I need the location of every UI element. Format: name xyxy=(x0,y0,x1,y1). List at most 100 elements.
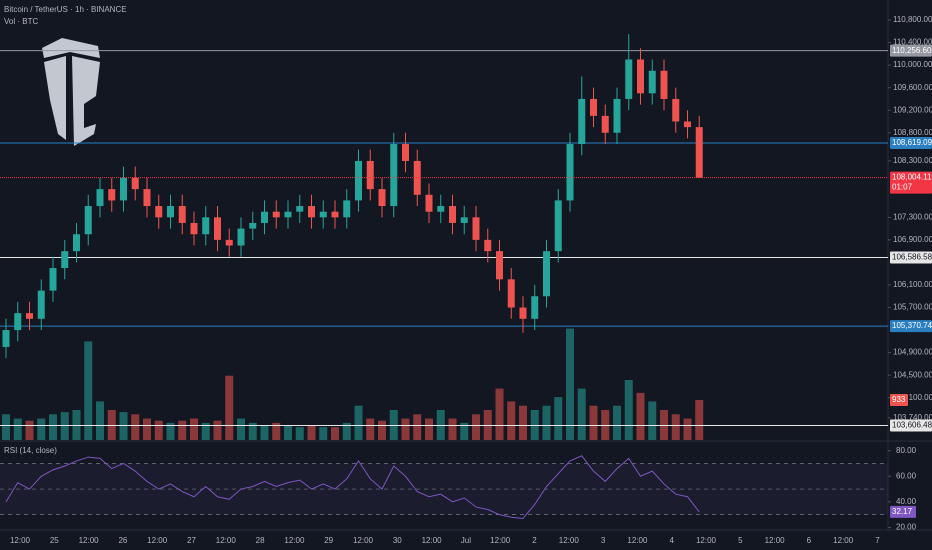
volume-bar xyxy=(190,418,198,440)
volume-bar xyxy=(237,418,245,440)
x-tick-label: 12:00 xyxy=(833,536,854,545)
candle-body xyxy=(566,144,574,201)
candle-body xyxy=(460,217,468,223)
volume-bar xyxy=(37,418,46,440)
candle-body xyxy=(14,313,22,331)
volume-bar xyxy=(295,427,304,440)
rsi-tick-label: 80.00 xyxy=(896,446,917,455)
level-label-box xyxy=(890,320,932,333)
y-tick-label: 103,740.00 xyxy=(893,413,932,422)
x-tick-label: 27 xyxy=(187,536,196,545)
candle-body xyxy=(543,251,550,297)
rsi-tick-label: 40.00 xyxy=(896,497,917,506)
volume-bar xyxy=(495,388,504,440)
volume-bar xyxy=(131,414,140,440)
candle-body xyxy=(531,296,539,319)
candle-body xyxy=(496,251,503,280)
y-tick-label: 104,500.00 xyxy=(893,370,932,379)
y-tick-label: 110,000.00 xyxy=(893,60,932,69)
last-price-label: 108,004.11 xyxy=(892,173,932,182)
logo xyxy=(42,38,100,146)
volume-bar xyxy=(319,427,328,440)
volume-bar xyxy=(366,418,375,440)
volume-bar xyxy=(671,414,680,440)
candle-body xyxy=(214,217,221,240)
volume-bar xyxy=(96,401,104,440)
candle-body xyxy=(472,217,480,240)
volume-bar xyxy=(624,380,633,440)
y-tick-label: 104,100.00 xyxy=(893,393,932,402)
volume-bar xyxy=(460,422,469,440)
x-tick-label: 12:00 xyxy=(353,536,374,545)
volume-bar xyxy=(49,414,57,440)
x-tick-label: 12:00 xyxy=(79,536,100,545)
volume-bar xyxy=(342,422,351,440)
y-tick-label: 106,900.00 xyxy=(893,235,932,244)
level-label-box xyxy=(890,136,932,149)
candle-body xyxy=(108,189,116,201)
y-tick-label: 107,300.00 xyxy=(893,212,932,221)
volume-bar xyxy=(354,405,363,440)
candle-body xyxy=(284,211,292,218)
candle-body xyxy=(402,144,409,161)
x-tick-label: 29 xyxy=(324,536,333,545)
candle-body xyxy=(249,222,257,229)
candle-body xyxy=(613,98,621,133)
candle-body xyxy=(2,330,10,347)
x-tick-label: 12:00 xyxy=(559,536,580,545)
volume-bar xyxy=(636,392,645,440)
volume-bar xyxy=(683,418,692,440)
x-tick-label: 12:00 xyxy=(490,536,511,545)
volume-bar xyxy=(507,401,516,440)
volume-bar xyxy=(554,397,563,440)
volume-bar xyxy=(178,420,187,440)
candle-body xyxy=(695,127,703,178)
y-tick-label: 105,700.00 xyxy=(893,303,932,312)
volume-bar xyxy=(84,341,93,440)
candle-body xyxy=(49,268,57,291)
candle-body xyxy=(37,290,45,319)
volume-bar xyxy=(272,422,281,440)
candle-body xyxy=(237,228,245,246)
x-tick-label: 4 xyxy=(669,536,674,545)
volume-bar xyxy=(472,414,480,440)
symbol-title: Bitcoin / TetherUS · 1h · BINANCE xyxy=(4,5,127,14)
x-tick-label: 12:00 xyxy=(765,536,786,545)
candle-body xyxy=(26,313,33,319)
level-label: 110,256.60 xyxy=(892,46,932,55)
volume-bar xyxy=(154,420,163,440)
x-tick-label: 12:00 xyxy=(216,536,237,545)
volume-bar xyxy=(589,405,598,440)
volume-title: Vol · BTC xyxy=(4,17,38,26)
volume-bar xyxy=(530,410,539,440)
volume-bar xyxy=(166,422,175,440)
volume-bar xyxy=(143,418,151,440)
volume-bar xyxy=(519,405,527,440)
volume-bar xyxy=(72,410,81,440)
candle-body xyxy=(190,222,198,235)
volume-last-label: 933 xyxy=(892,395,906,404)
candle-body xyxy=(648,70,656,94)
volume-bar xyxy=(25,420,34,440)
candle-body xyxy=(449,206,456,223)
candle-body xyxy=(507,279,515,308)
candle-body xyxy=(425,194,433,212)
volume-bar xyxy=(60,412,69,440)
volume-bar xyxy=(213,420,222,440)
candle-body xyxy=(378,189,386,207)
level-label: 105,370.74 xyxy=(892,321,932,330)
x-tick-label: 28 xyxy=(256,536,265,545)
x-tick-label: 5 xyxy=(738,536,743,545)
x-tick-label: 12:00 xyxy=(696,536,717,545)
volume-bar xyxy=(566,328,574,440)
last-price-box xyxy=(890,171,932,194)
volume-bar xyxy=(284,425,292,440)
volume-bar xyxy=(425,418,433,440)
volume-bar xyxy=(695,400,704,440)
volume-bar xyxy=(331,427,339,440)
volume-last-box xyxy=(890,394,908,407)
candle-body xyxy=(590,98,597,116)
volume-bar xyxy=(260,425,269,440)
